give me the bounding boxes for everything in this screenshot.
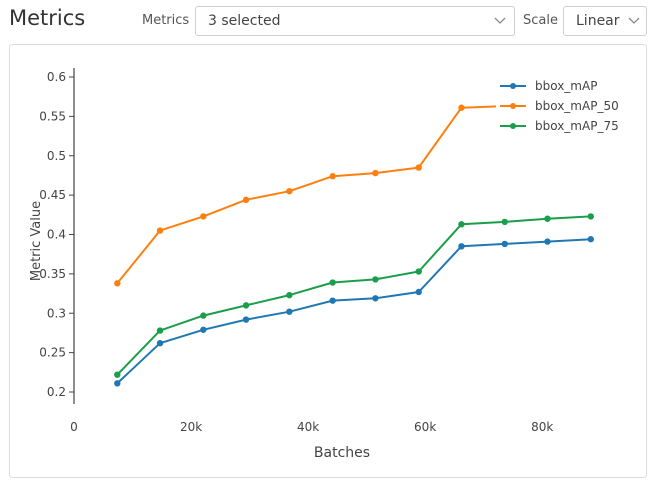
data-point-bbox_mAP xyxy=(329,297,336,304)
data-point-bbox_mAP xyxy=(458,243,465,250)
y-tick-label: 0.3 xyxy=(47,306,66,320)
data-point-bbox_mAP_75 xyxy=(114,371,121,378)
data-point-bbox_mAP_50 xyxy=(114,280,121,287)
data-point-bbox_mAP xyxy=(156,339,164,347)
data-point-bbox_mAP_75 xyxy=(242,302,250,309)
x-tick-label: 60k xyxy=(414,420,436,434)
data-point-bbox_mAP xyxy=(114,380,121,387)
data-point-bbox_mAP_50 xyxy=(286,187,293,195)
data-point-bbox_mAP_75 xyxy=(501,218,508,226)
chevron-down-icon xyxy=(486,17,514,25)
y-tick-label: 0.4 xyxy=(47,228,66,242)
y-tick-label: 0.6 xyxy=(47,70,66,84)
y-tick-label: 0.55 xyxy=(39,109,66,123)
scale-select[interactable]: Linear xyxy=(563,6,647,36)
legend-label: bbox_mAP xyxy=(535,79,597,93)
data-point-bbox_mAP_75 xyxy=(415,268,422,275)
data-point-bbox_mAP_75 xyxy=(372,276,379,283)
page-title: Metrics xyxy=(9,6,86,30)
data-point-bbox_mAP xyxy=(501,240,508,248)
metrics-select-value: 3 selected xyxy=(208,13,281,29)
data-point-bbox_mAP_75 xyxy=(544,215,551,222)
data-point-bbox_mAP_50 xyxy=(242,196,250,204)
metrics-label: Metrics xyxy=(142,13,190,28)
legend-swatch-marker xyxy=(510,123,516,129)
series-line-bbox_mAP_75 xyxy=(116,215,591,376)
y-tick-label: 0.5 xyxy=(47,149,66,163)
data-point-bbox_mAP xyxy=(372,295,379,302)
scale-label: Scale xyxy=(523,13,558,28)
x-tick-label: 80k xyxy=(531,420,553,434)
legend-swatch-marker xyxy=(510,103,516,109)
y-tick-label: 0.45 xyxy=(39,188,66,202)
x-tick-label: 0 xyxy=(70,420,78,434)
x-tick-label: 20k xyxy=(180,420,202,434)
series-line-bbox_mAP xyxy=(116,238,591,385)
data-point-bbox_mAP_50 xyxy=(200,213,207,220)
data-point-bbox_mAP_75 xyxy=(286,291,293,299)
scale-select-value: Linear xyxy=(576,13,620,29)
data-point-bbox_mAP_50 xyxy=(156,227,164,234)
data-point-bbox_mAP_50 xyxy=(415,164,422,171)
y-tick-label: 0.25 xyxy=(39,346,66,360)
chevron-down-icon xyxy=(622,17,646,25)
data-point-bbox_mAP xyxy=(415,288,422,296)
data-point-bbox_mAP_75 xyxy=(156,327,164,334)
data-point-bbox_mAP_75 xyxy=(458,221,465,228)
data-point-bbox_mAP xyxy=(242,316,250,323)
data-point-bbox_mAP_75 xyxy=(329,279,336,286)
data-point-bbox_mAP xyxy=(587,236,594,243)
legend-box xyxy=(496,68,624,132)
data-point-bbox_mAP_50 xyxy=(458,104,465,111)
y-axis-title: Metric Value xyxy=(29,201,44,281)
y-tick-label: 0.35 xyxy=(39,267,66,281)
metrics-select[interactable]: 3 selected xyxy=(195,6,515,36)
data-point-bbox_mAP_75 xyxy=(200,312,207,319)
legend-label: bbox_mAP_50 xyxy=(535,99,619,113)
data-point-bbox_mAP xyxy=(286,308,293,315)
data-point-bbox_mAP_75 xyxy=(587,213,594,220)
data-point-bbox_mAP_50 xyxy=(372,169,379,177)
y-tick-label: 0.2 xyxy=(47,385,66,399)
x-tick-label: 40k xyxy=(297,420,319,434)
data-point-bbox_mAP xyxy=(544,238,551,245)
x-axis-title: Batches xyxy=(314,445,370,461)
data-point-bbox_mAP_50 xyxy=(329,173,336,180)
legend-swatch-marker xyxy=(510,83,516,89)
data-point-bbox_mAP xyxy=(200,326,207,333)
legend-label: bbox_mAP_75 xyxy=(535,119,619,133)
